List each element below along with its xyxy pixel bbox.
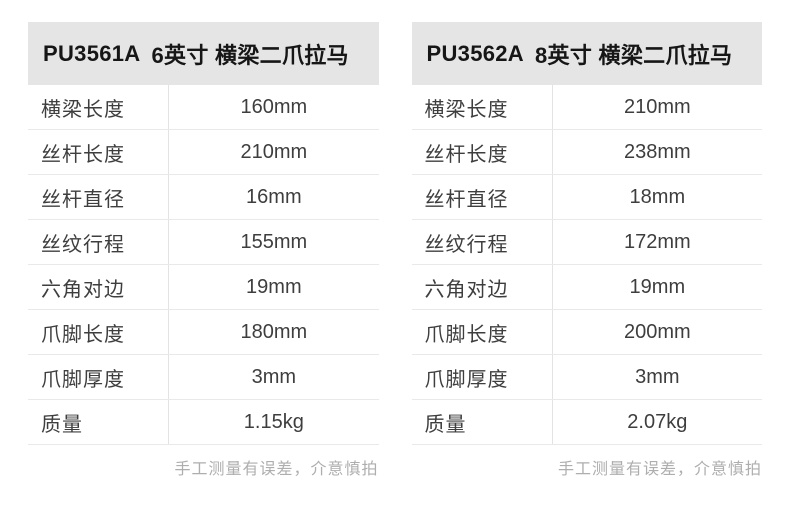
spec-label: 爪脚厚度 xyxy=(424,368,509,391)
table-row: 丝纹行程 155mm xyxy=(28,220,379,265)
product-subtitle: 6英寸 横梁二爪拉马 xyxy=(151,42,349,68)
table-row: 爪脚厚度 3mm xyxy=(411,355,762,400)
table-title: PU3561A 6英寸 横梁二爪拉马 xyxy=(28,22,379,85)
spec-value: 210mm xyxy=(168,130,378,174)
table-row: 丝杆直径 16mm xyxy=(28,175,379,220)
spec-value: 19mm xyxy=(551,265,762,309)
spec-label: 爪脚厚度 xyxy=(41,368,125,391)
spec-value: 16mm xyxy=(168,175,378,219)
spec-tables-container: PU3561A 6英寸 横梁二爪拉马 横梁长度 160mm 丝杆长度 210mm… xyxy=(0,22,790,479)
table-title: PU3562A 8英寸 横梁二爪拉马 xyxy=(411,22,762,85)
spec-label: 六角对边 xyxy=(424,278,509,301)
spec-label: 六角对边 xyxy=(41,278,125,301)
spec-rows: 横梁长度 160mm 丝杆长度 210mm 丝杆直径 16mm 丝纹行程 155… xyxy=(28,85,379,445)
spec-value: 3mm xyxy=(168,355,378,399)
spec-value: 160mm xyxy=(168,85,378,129)
table-row: 爪脚厚度 3mm xyxy=(28,355,379,400)
spec-label: 爪脚长度 xyxy=(41,323,125,346)
table-row: 质量 1.15kg xyxy=(28,400,379,445)
product-model: PU3562A xyxy=(426,40,524,66)
product-subtitle: 8英寸 横梁二爪拉马 xyxy=(535,42,733,68)
spec-rows: 横梁长度 210mm 丝杆长度 238mm 丝杆直径 18mm 丝纹行程 172… xyxy=(411,85,762,445)
spec-label: 丝杆直径 xyxy=(424,188,509,211)
spec-value: 19mm xyxy=(168,265,378,309)
table-row: 丝杆长度 238mm xyxy=(411,130,762,175)
spec-value: 2.07kg xyxy=(551,400,762,444)
product-model: PU3561A xyxy=(43,40,141,66)
spec-value: 238mm xyxy=(551,130,762,174)
spec-value: 210mm xyxy=(551,85,762,129)
table-row: 六角对边 19mm xyxy=(411,265,762,310)
measurement-note: 手工测量有误差，介意慎拍 xyxy=(174,461,379,478)
spec-label: 丝纹行程 xyxy=(41,233,125,256)
spec-value: 18mm xyxy=(551,175,762,219)
measurement-note: 手工测量有误差，介意慎拍 xyxy=(557,461,762,478)
table-row: 丝杆长度 210mm xyxy=(28,130,379,175)
table-row: 丝杆直径 18mm xyxy=(411,175,762,220)
spec-label: 爪脚长度 xyxy=(424,323,509,346)
spec-label: 丝杆长度 xyxy=(41,143,125,166)
table-row: 爪脚长度 200mm xyxy=(411,310,762,355)
table-row: 横梁长度 160mm xyxy=(28,85,379,130)
spec-label: 横梁长度 xyxy=(41,98,125,121)
spec-label: 质量 xyxy=(424,413,467,436)
spec-label: 质量 xyxy=(41,413,83,436)
spec-value: 3mm xyxy=(551,355,762,399)
table-row: 质量 2.07kg xyxy=(411,400,762,445)
table-row: 横梁长度 210mm xyxy=(411,85,762,130)
spec-value: 155mm xyxy=(168,220,378,264)
spec-table-pu3561a: PU3561A 6英寸 横梁二爪拉马 横梁长度 160mm 丝杆长度 210mm… xyxy=(28,22,379,479)
spec-value: 200mm xyxy=(551,310,762,354)
spec-value: 180mm xyxy=(168,310,378,354)
spec-label: 丝杆直径 xyxy=(41,188,125,211)
table-row: 六角对边 19mm xyxy=(28,265,379,310)
table-row: 丝纹行程 172mm xyxy=(411,220,762,265)
spec-label: 丝杆长度 xyxy=(424,143,509,166)
spec-value: 1.15kg xyxy=(168,400,378,444)
spec-value: 172mm xyxy=(551,220,762,264)
table-row: 爪脚长度 180mm xyxy=(28,310,379,355)
spec-label: 丝纹行程 xyxy=(424,233,509,256)
spec-label: 横梁长度 xyxy=(424,98,509,121)
spec-table-pu3562a: PU3562A 8英寸 横梁二爪拉马 横梁长度 210mm 丝杆长度 238mm… xyxy=(411,22,762,479)
